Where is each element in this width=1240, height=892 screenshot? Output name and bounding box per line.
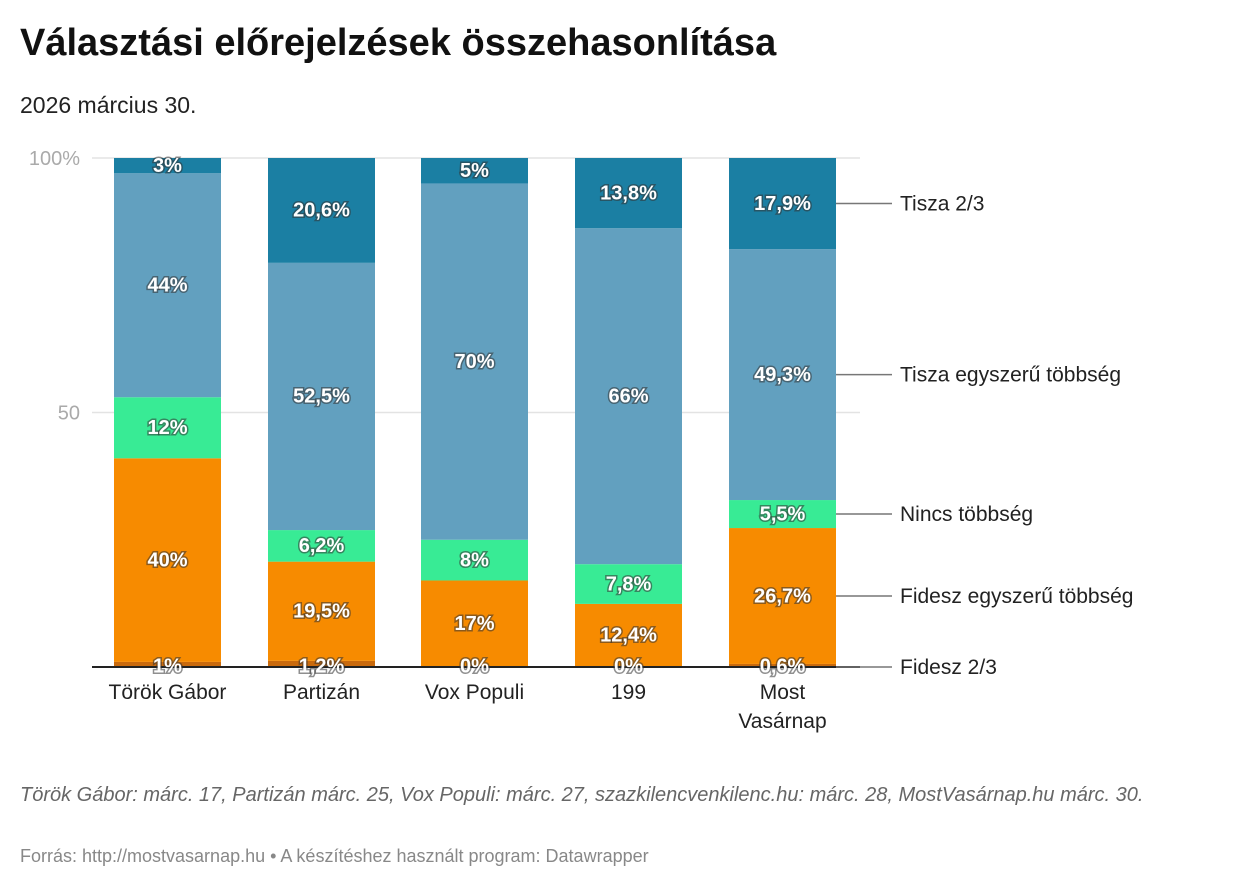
- data-label: 66%: [608, 385, 648, 407]
- y-tick-label: 100%: [29, 148, 80, 170]
- stacked-bar-chart: 50 100% 1% 40% 12% 44% 3% Török Gábor 1,2% 19,5% 6…: [29, 148, 1134, 733]
- data-label: 19,5%: [293, 601, 350, 623]
- data-label: 44%: [147, 275, 187, 297]
- bar-segment: [268, 561, 375, 661]
- x-tick-label: Most: [760, 681, 806, 704]
- bar-segment: [114, 397, 221, 459]
- data-label: 40%: [147, 549, 187, 571]
- data-label: 52,5%: [293, 386, 350, 408]
- bar-segment: [729, 663, 836, 667]
- bar-segment: [421, 183, 528, 540]
- legend-label: Tisza 2/3: [900, 193, 984, 216]
- x-tick-label: Török Gábor: [109, 681, 227, 704]
- bar-segment: [575, 564, 682, 604]
- bar-segment: [729, 500, 836, 529]
- bar-segment: [268, 530, 375, 562]
- chart-source: Forrás: http://mostvasarnap.hu • A készí…: [20, 846, 649, 866]
- x-tick-label: Vasárnap: [738, 710, 826, 733]
- data-label: 70%: [454, 351, 494, 373]
- x-tick-label: Vox Populi: [425, 681, 524, 704]
- bar-segment: [729, 249, 836, 501]
- data-label: 1,2%: [299, 655, 345, 677]
- data-label: 12%: [147, 417, 187, 439]
- data-label: 17,9%: [754, 193, 811, 215]
- legend-label: Fidesz egyszerű többség: [900, 585, 1133, 608]
- data-label: 5,5%: [760, 503, 806, 525]
- bar-segment: [421, 580, 528, 667]
- bar-segment: [575, 603, 682, 667]
- data-label: 20,6%: [293, 200, 350, 222]
- chart-title: Választási előrejelzések összehasonlítás…: [20, 22, 777, 64]
- bar-segment: [268, 660, 375, 667]
- y-tick-label: 50: [58, 403, 80, 425]
- data-label: 0%: [460, 655, 489, 677]
- bar-segment: [729, 528, 836, 664]
- chart-subtitle: 2026 március 30.: [20, 92, 197, 118]
- bar-segment: [729, 158, 836, 250]
- bar-segment: [575, 228, 682, 565]
- data-label: 5%: [460, 160, 489, 182]
- bar-segment: [114, 661, 221, 667]
- data-label: 8%: [460, 549, 489, 571]
- bar-segment: [575, 158, 682, 229]
- data-label: 13,8%: [600, 182, 657, 204]
- legend-label: Fidesz 2/3: [900, 656, 997, 679]
- chart-notes: Török Gábor: márc. 17, Partizán márc. 25…: [20, 784, 1144, 806]
- x-tick-label: 199: [611, 681, 646, 704]
- bar-segment: [268, 158, 375, 263]
- data-label: 0,6%: [760, 655, 806, 677]
- bar-segment: [114, 458, 221, 662]
- data-label: 0%: [614, 655, 643, 677]
- data-label: 17%: [454, 613, 494, 635]
- legend-label: Nincs többség: [900, 503, 1033, 526]
- data-label: 6,2%: [299, 535, 345, 557]
- data-label: 49,3%: [754, 364, 811, 386]
- data-label: 26,7%: [754, 585, 811, 607]
- data-label: 12,4%: [600, 625, 657, 647]
- bar-segment: [114, 158, 221, 174]
- x-tick-label: Partizán: [283, 681, 360, 704]
- bar-segment: [114, 173, 221, 398]
- legend-label: Tisza egyszerű többség: [900, 364, 1121, 387]
- bar-segment: [421, 539, 528, 581]
- bar-segment: [268, 262, 375, 531]
- data-label: 1%: [153, 655, 182, 677]
- data-label: 3%: [153, 155, 182, 177]
- bar-segment: [421, 158, 528, 184]
- data-label: 7,8%: [606, 573, 652, 595]
